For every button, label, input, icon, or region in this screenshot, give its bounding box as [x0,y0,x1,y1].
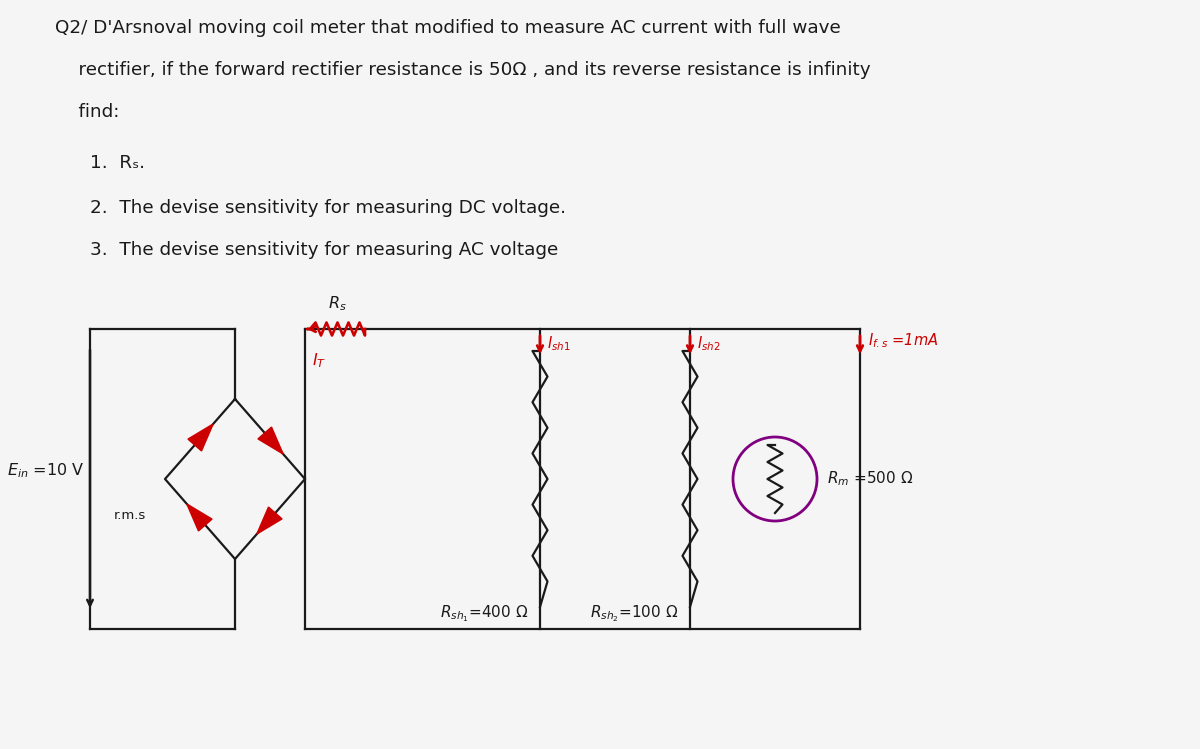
Text: find:: find: [55,103,119,121]
Polygon shape [187,504,212,531]
Text: $I_T$: $I_T$ [312,351,326,370]
Text: r.m.s: r.m.s [114,509,146,522]
Text: $E_{in}$ =10 V: $E_{in}$ =10 V [7,461,85,480]
Text: $R_{sh_1}$=400 $\Omega$: $R_{sh_1}$=400 $\Omega$ [439,604,528,624]
Text: rectifier, if the forward rectifier resistance is 50Ω , and its reverse resistan: rectifier, if the forward rectifier resi… [55,61,871,79]
Text: $R_s$: $R_s$ [328,294,347,313]
Text: $R_m$ =500 $\Omega$: $R_m$ =500 $\Omega$ [827,470,913,488]
Polygon shape [257,507,282,534]
Text: 2.  The devise sensitivity for measuring DC voltage.: 2. The devise sensitivity for measuring … [90,199,566,217]
Polygon shape [258,427,283,454]
Text: Q2/ D'Arsnoval moving coil meter that modified to measure AC current with full w: Q2/ D'Arsnoval moving coil meter that mo… [55,19,841,37]
Text: $I_{sh1}$: $I_{sh1}$ [547,334,571,353]
Text: 1.  Rₛ.: 1. Rₛ. [90,154,145,172]
Text: $I_{f.s}$ =1mA: $I_{f.s}$ =1mA [868,331,938,350]
Polygon shape [188,424,214,451]
Text: $I_{sh2}$: $I_{sh2}$ [697,334,720,353]
Text: $R_{sh_2}$=100 $\Omega$: $R_{sh_2}$=100 $\Omega$ [589,604,678,624]
Text: 3.  The devise sensitivity for measuring AC voltage: 3. The devise sensitivity for measuring … [90,241,558,259]
